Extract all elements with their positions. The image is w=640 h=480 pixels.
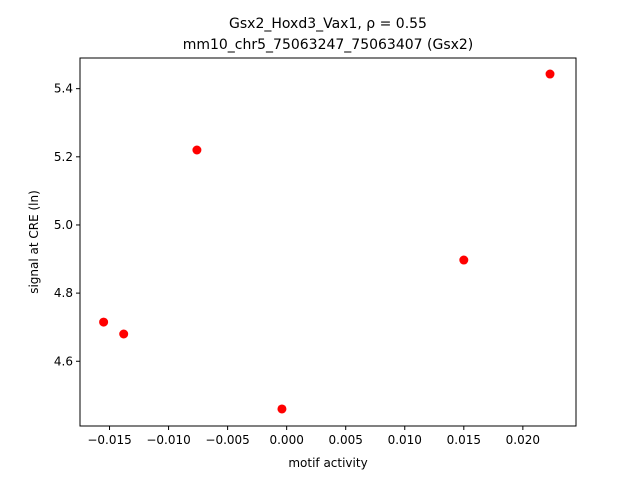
- x-tick-label: 0.000: [269, 433, 303, 447]
- chart-title-line1: Gsx2_Hoxd3_Vax1, ρ = 0.55: [229, 16, 427, 32]
- x-axis-label: motif activity: [288, 456, 367, 470]
- plot-area: [79, 57, 577, 427]
- chart-title-line2: mm10_chr5_75063247_75063407 (Gsx2): [183, 37, 474, 53]
- x-tick-label: 0.010: [388, 433, 422, 447]
- y-tick-label: 4.8: [54, 286, 73, 300]
- x-tick-label: −0.005: [205, 433, 249, 447]
- y-tick-label: 5.4: [54, 82, 73, 96]
- scatter-point: [99, 317, 109, 327]
- x-tick-label: −0.010: [146, 433, 190, 447]
- y-axis-label: signal at CRE (ln): [27, 190, 41, 294]
- y-tick-label: 5.0: [54, 218, 73, 232]
- x-tick-label: 0.015: [447, 433, 481, 447]
- x-tick-label: −0.015: [87, 433, 131, 447]
- scatter-point: [119, 329, 129, 339]
- x-tick-label: 0.005: [329, 433, 363, 447]
- scatter-point: [545, 69, 555, 79]
- scatter-point: [192, 145, 202, 155]
- data-points: [99, 69, 555, 414]
- scatter-point: [277, 404, 287, 414]
- y-tick-label: 4.6: [54, 354, 73, 368]
- x-tick-label: 0.020: [506, 433, 540, 447]
- x-axis-ticks: −0.015 −0.010 −0.005 0.000 0.005 0.010 0.015 0.…: [87, 426, 540, 447]
- y-tick-label: 5.2: [54, 150, 73, 164]
- scatter-point: [459, 255, 469, 265]
- y-axis-ticks: 4.6 4.8 5.0 5.2 5.4: [54, 82, 80, 368]
